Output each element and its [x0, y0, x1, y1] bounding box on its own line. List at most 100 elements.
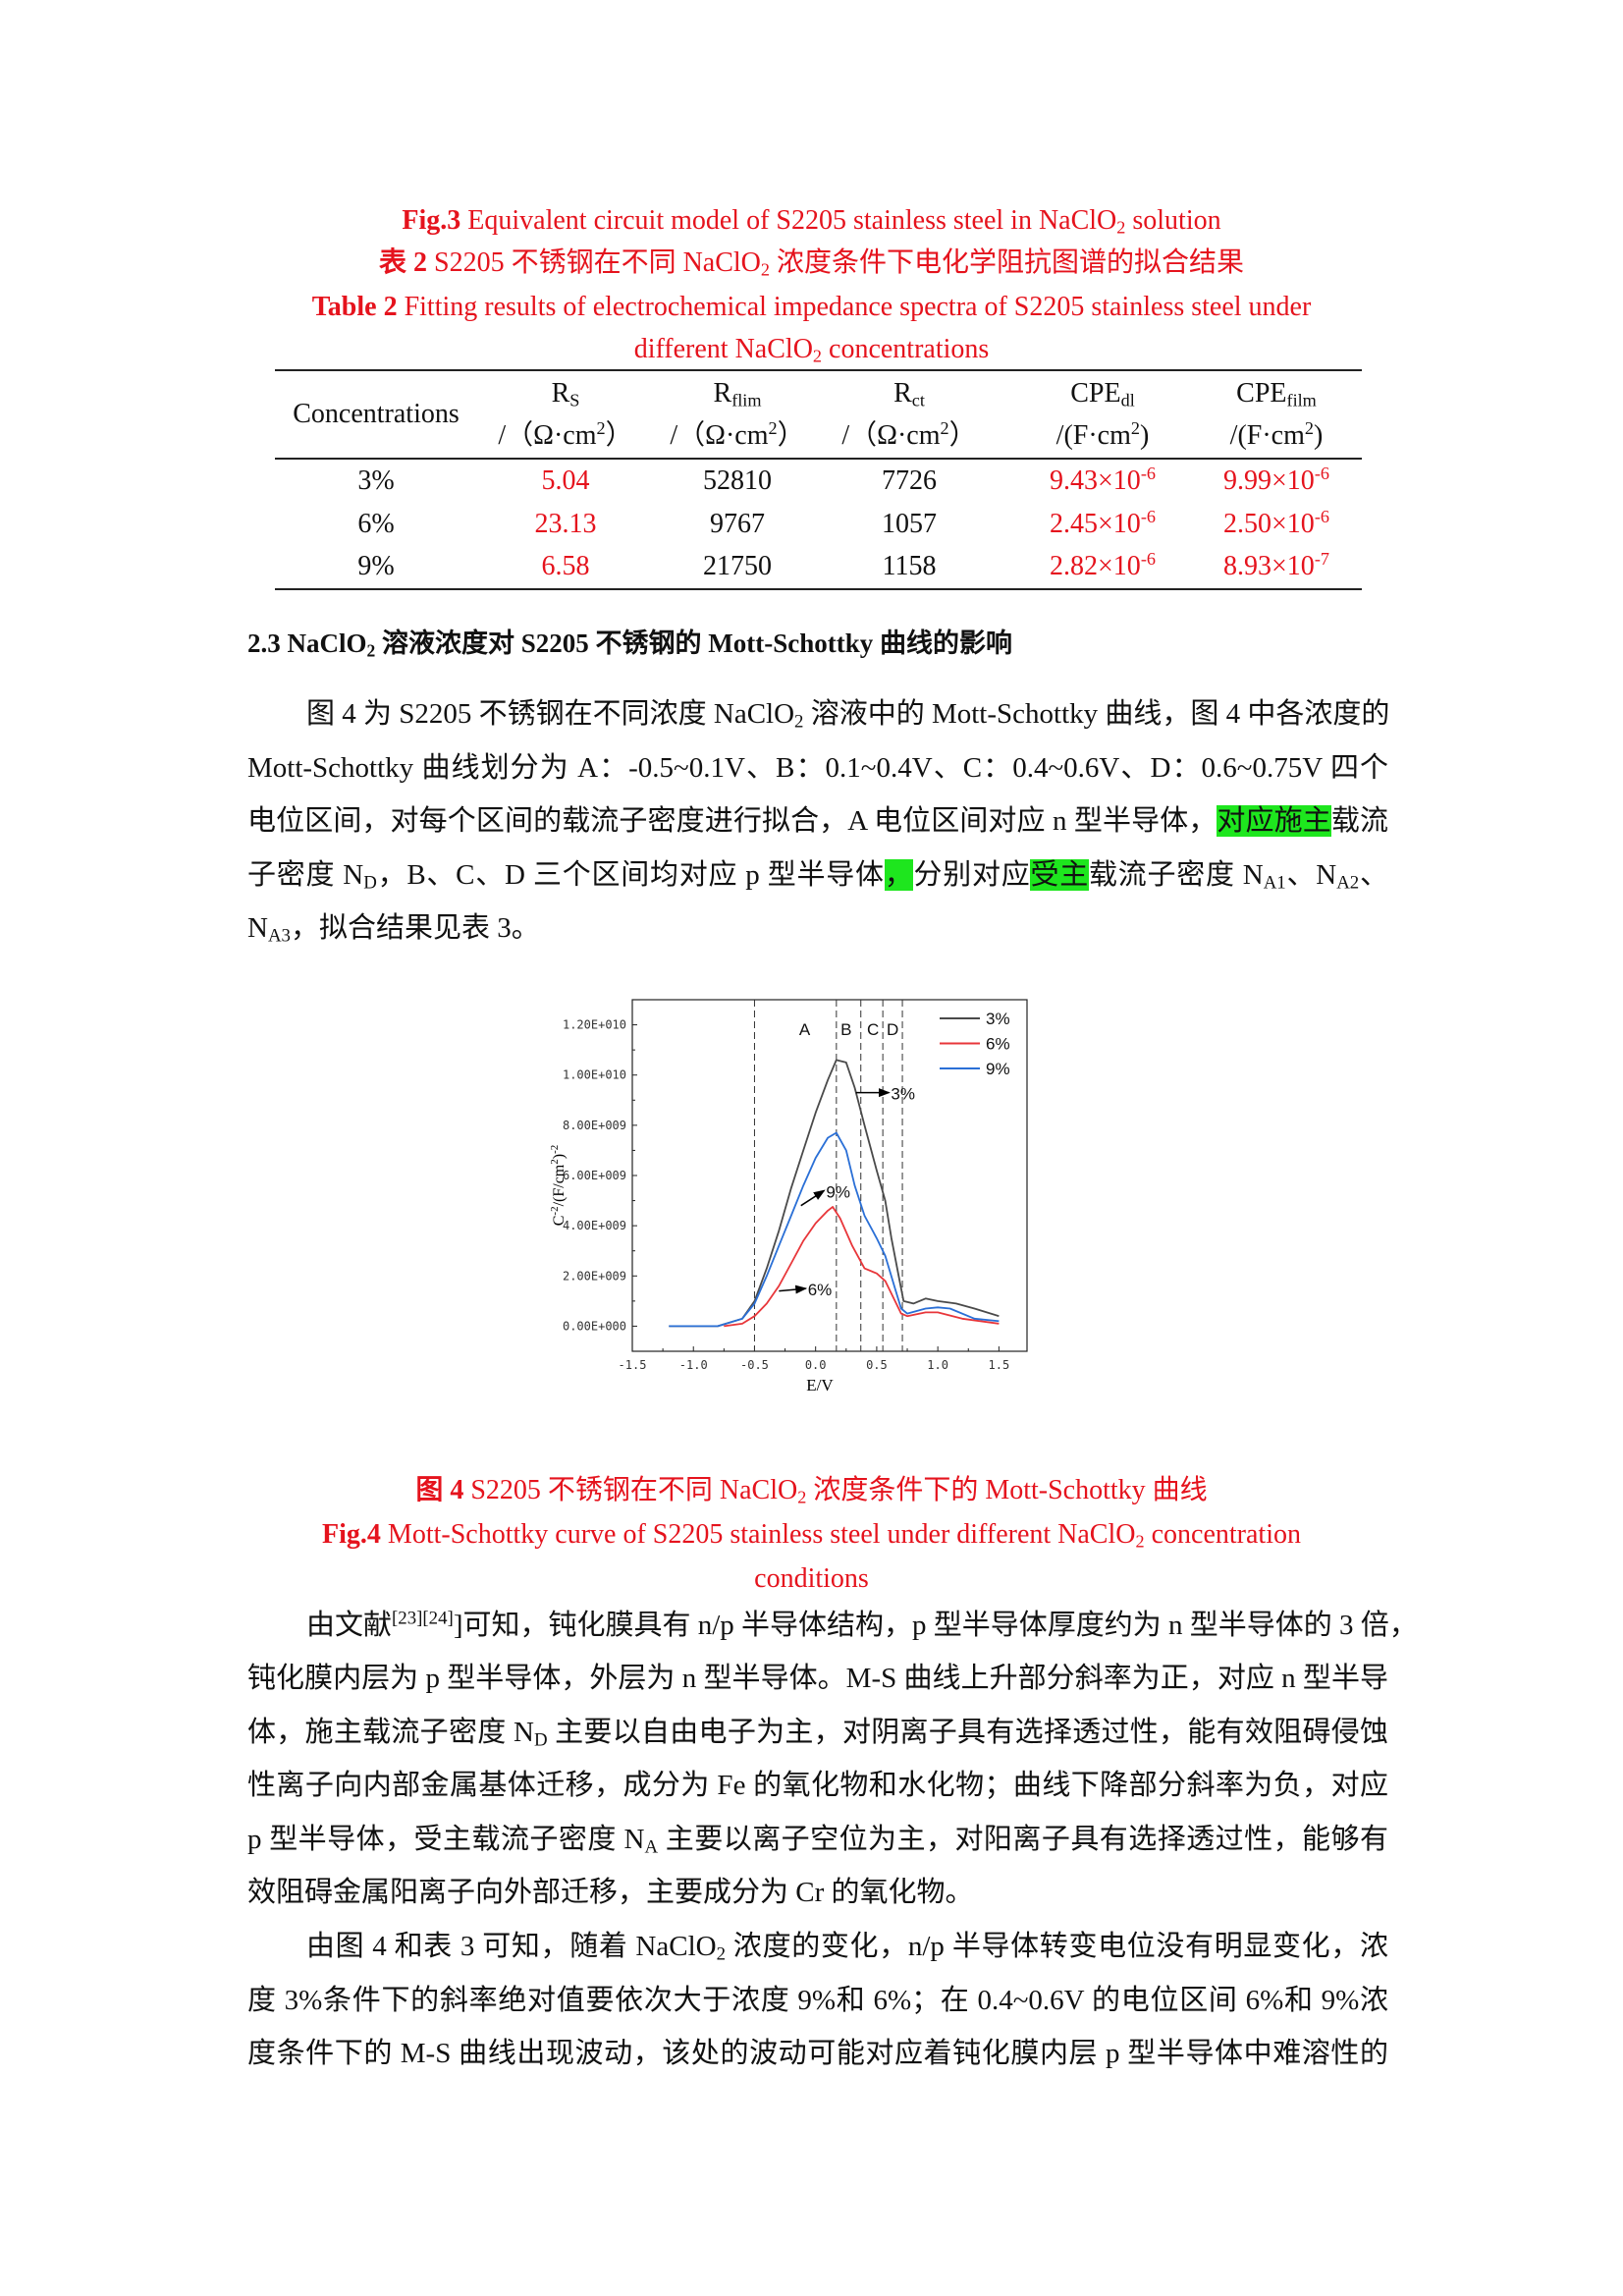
- subscript: A2: [1336, 872, 1360, 894]
- header-2-name: Rflim: [649, 377, 826, 410]
- table-cell-conc: 3%: [357, 465, 395, 496]
- text-line: p 型半导体，受主载流子密度 NA 主要以离子空位为主，对阳离子具有选择透过性，…: [247, 1822, 1388, 1857]
- text-line: 性离子向内部金属基体迁移，成分为 Fe 的氧化物和水化物；曲线下降部分斜率为负，…: [247, 1768, 1388, 1803]
- unit-text: ）: [777, 420, 805, 451]
- text-run: 图 4 为 S2205 不锈钢在不同浓度 NaClO: [306, 698, 795, 730]
- table2-caption-cn: 表 2 S2205 不锈钢在不同 NaClO2 浓度条件下电化学阻抗图谱的拟合结…: [0, 246, 1623, 280]
- subscript: 2: [760, 259, 770, 280]
- text-line: 由文献[23][24]]可知，钝化膜具有 n/p 半导体结构，p 型半导体厚度约…: [306, 1608, 1418, 1643]
- subscript: 2: [1116, 217, 1126, 238]
- mantissa: 2.45×10: [1050, 508, 1141, 539]
- table2-caption-en-line2: different NaClO2 concentrations: [0, 333, 1623, 366]
- subscript: D: [363, 872, 377, 894]
- x-tick-label: 1.0: [927, 1358, 948, 1372]
- x-axis-label: E/V: [806, 1376, 834, 1394]
- fig3-caption: Fig.3 Equivalent circuit model of S2205 …: [0, 204, 1623, 238]
- y-axis-label-part: C: [551, 1216, 568, 1227]
- text-line: 钝化膜内层为 p 型半导体，外层为 n 型半导体。M-S 曲线上升部分斜率为正，…: [247, 1661, 1388, 1696]
- annotation-label: 3%: [891, 1085, 915, 1104]
- fig4-caption-en-line2: conditions: [0, 1562, 1623, 1596]
- legend-label: 3%: [986, 1010, 1010, 1028]
- caption-text: S2205 不锈钢在不同 NaClO: [463, 1475, 798, 1505]
- text-run: 度条件下的 M-S 曲线出现波动，该处的波动可能对应着钝化膜内层 p 型半导体中…: [247, 2038, 1388, 2069]
- text-run: 钝化膜内层为 p 型半导体，外层为 n 型半导体。M-S 曲线上升部分斜率为正，…: [247, 1663, 1388, 1694]
- region-label: B: [840, 1020, 851, 1039]
- unit-text: /（Ω·cm: [841, 420, 941, 451]
- subscript: A3: [267, 925, 291, 947]
- x-tick-label: -1.5: [619, 1358, 647, 1372]
- exponent: -6: [1314, 506, 1329, 526]
- caption-label: Table 2: [311, 292, 398, 322]
- caption-text: S2205 不锈钢在不同 NaClO: [427, 247, 761, 278]
- caption-text: Mott-Schottky curve of S2205 stainless s…: [380, 1519, 1136, 1550]
- y-tick-label: 1.00E+010: [563, 1068, 626, 1082]
- text-run: 性离子向内部金属基体迁移，成分为 Fe 的氧化物和水化物；曲线下降部分斜率为负，…: [247, 1770, 1388, 1801]
- mantissa: 9.99×10: [1223, 465, 1315, 496]
- header-2-unit: /（Ω·cm2）: [639, 419, 836, 453]
- x-tick-label: 1.5: [989, 1358, 1010, 1372]
- text-run: 载流子密度 N: [1089, 859, 1264, 891]
- text-line: 图 4 为 S2205 不锈钢在不同浓度 NaClO2 溶液中的 Mott-Sc…: [306, 696, 1390, 733]
- legend-label: 9%: [986, 1060, 1010, 1078]
- text-run: 主要以离子空位为主，对阳离子具有选择透过性，能够有: [658, 1824, 1388, 1855]
- text-run: ，拟合结果见表 3。: [290, 912, 540, 944]
- table-bottom-rule: [275, 588, 1362, 590]
- unit-superscript: 2: [596, 418, 606, 438]
- y-axis-label-part: ): [551, 1154, 568, 1159]
- text-run: 电位区间，对每个区间的载流子密度进行拟合，A 电位区间对应 n 型半导体，: [247, 805, 1217, 837]
- text-run: 浓度的变化，n/p 半导体转变电位没有明显变化，浓: [726, 1931, 1388, 1962]
- annotation-label: 9%: [826, 1182, 850, 1201]
- table2-caption-en: Table 2 Fitting results of electrochemic…: [0, 291, 1623, 324]
- y-axis-label-part: -2: [549, 1145, 561, 1154]
- series-line-3%: [669, 1059, 1000, 1328]
- subscript: 2: [716, 1943, 727, 1965]
- subscript: D: [534, 1729, 548, 1751]
- header-symbol: R: [713, 378, 732, 409]
- caption-label: Fig.4: [322, 1519, 381, 1550]
- header-subscript: flim: [731, 390, 762, 410]
- table-cell-cpedl: 2.82×10-6: [1014, 550, 1191, 583]
- y-tick-label: 4.00E+009: [563, 1219, 626, 1232]
- exponent: -6: [1140, 464, 1156, 483]
- text-line: 效阻碍金属阳离子向外部迁移，主要成分为 Cr 的氧化物。: [247, 1875, 1388, 1910]
- text-run: 主要以自由电子为主，对阴离子具有选择透过性，能有效阻碍侵蚀: [547, 1717, 1388, 1748]
- text-run: 溶液中的 Mott-Schottky 曲线，图 4 中各浓度的: [803, 698, 1390, 730]
- header-symbol: CPE: [1070, 378, 1121, 409]
- header-4-unit: /(F·cm2): [1004, 419, 1201, 453]
- y-tick-label: 8.00E+009: [563, 1119, 626, 1132]
- header-symbol: R: [893, 378, 912, 409]
- mantissa: 2.82×10: [1050, 551, 1141, 581]
- subscript: 2: [812, 346, 823, 366]
- text-run: ，B、C、D 三个区间均对应 p 型半导体: [376, 859, 885, 891]
- text-run: 由文献: [306, 1610, 393, 1641]
- exponent: -6: [1140, 506, 1156, 526]
- header-symbol: R: [551, 378, 570, 409]
- text-run: ]可知，钝化膜具有 n/p 半导体结构，p 型半导体厚度约为 n 型半导体的 3…: [453, 1610, 1418, 1641]
- text-line: 由图 4 和表 3 可知，随着 NaClO2 浓度的变化，n/p 半导体转变电位…: [306, 1929, 1388, 1964]
- mantissa: 2.50×10: [1223, 508, 1315, 539]
- text-run: 分别对应: [913, 859, 1031, 891]
- fig4-caption-cn: 图 4 S2205 不锈钢在不同 NaClO2 浓度条件下的 Mott-Scho…: [0, 1474, 1623, 1507]
- unit-text: /（Ω·cm: [498, 420, 597, 451]
- table-cell-rct: 1158: [882, 551, 937, 581]
- text-run: N: [247, 912, 268, 944]
- caption-text: 浓度条件下电化学阻抗图谱的拟合结果: [770, 247, 1245, 278]
- subscript: 2: [794, 711, 804, 733]
- unit-text: ）: [605, 420, 633, 451]
- text-line: NA3，拟合结果见表 3。: [247, 910, 1388, 946]
- y-axis-label-part: -2: [549, 1206, 561, 1215]
- table-cell-rct: 1057: [882, 508, 937, 539]
- header-3-name: Rct: [821, 377, 998, 410]
- header-3-unit: /（Ω·cm2）: [811, 419, 1007, 453]
- table-cell-rflim: 52810: [703, 465, 772, 496]
- text-line: Mott-Schottky 曲线划分为 A：-0.5~0.1V、B：0.1~0.…: [247, 750, 1388, 786]
- table-cell-rs: 6.58: [541, 551, 590, 581]
- text-line: 度条件下的 M-S 曲线出现波动，该处的波动可能对应着钝化膜内层 p 型半导体中…: [247, 2036, 1388, 2071]
- header-subscript: ct: [911, 390, 925, 410]
- caption-label: 图 4: [415, 1475, 464, 1505]
- exponent: -7: [1314, 549, 1329, 569]
- text-run: 子密度 N: [247, 859, 364, 891]
- caption-text: 浓度条件下的 Mott-Schottky 曲线: [806, 1475, 1208, 1505]
- x-tick-label: 0.0: [805, 1358, 827, 1372]
- text-line: 体，施主载流子密度 ND 主要以自由电子为主，对阴离子具有选择透过性，能有效阻碍…: [247, 1715, 1388, 1750]
